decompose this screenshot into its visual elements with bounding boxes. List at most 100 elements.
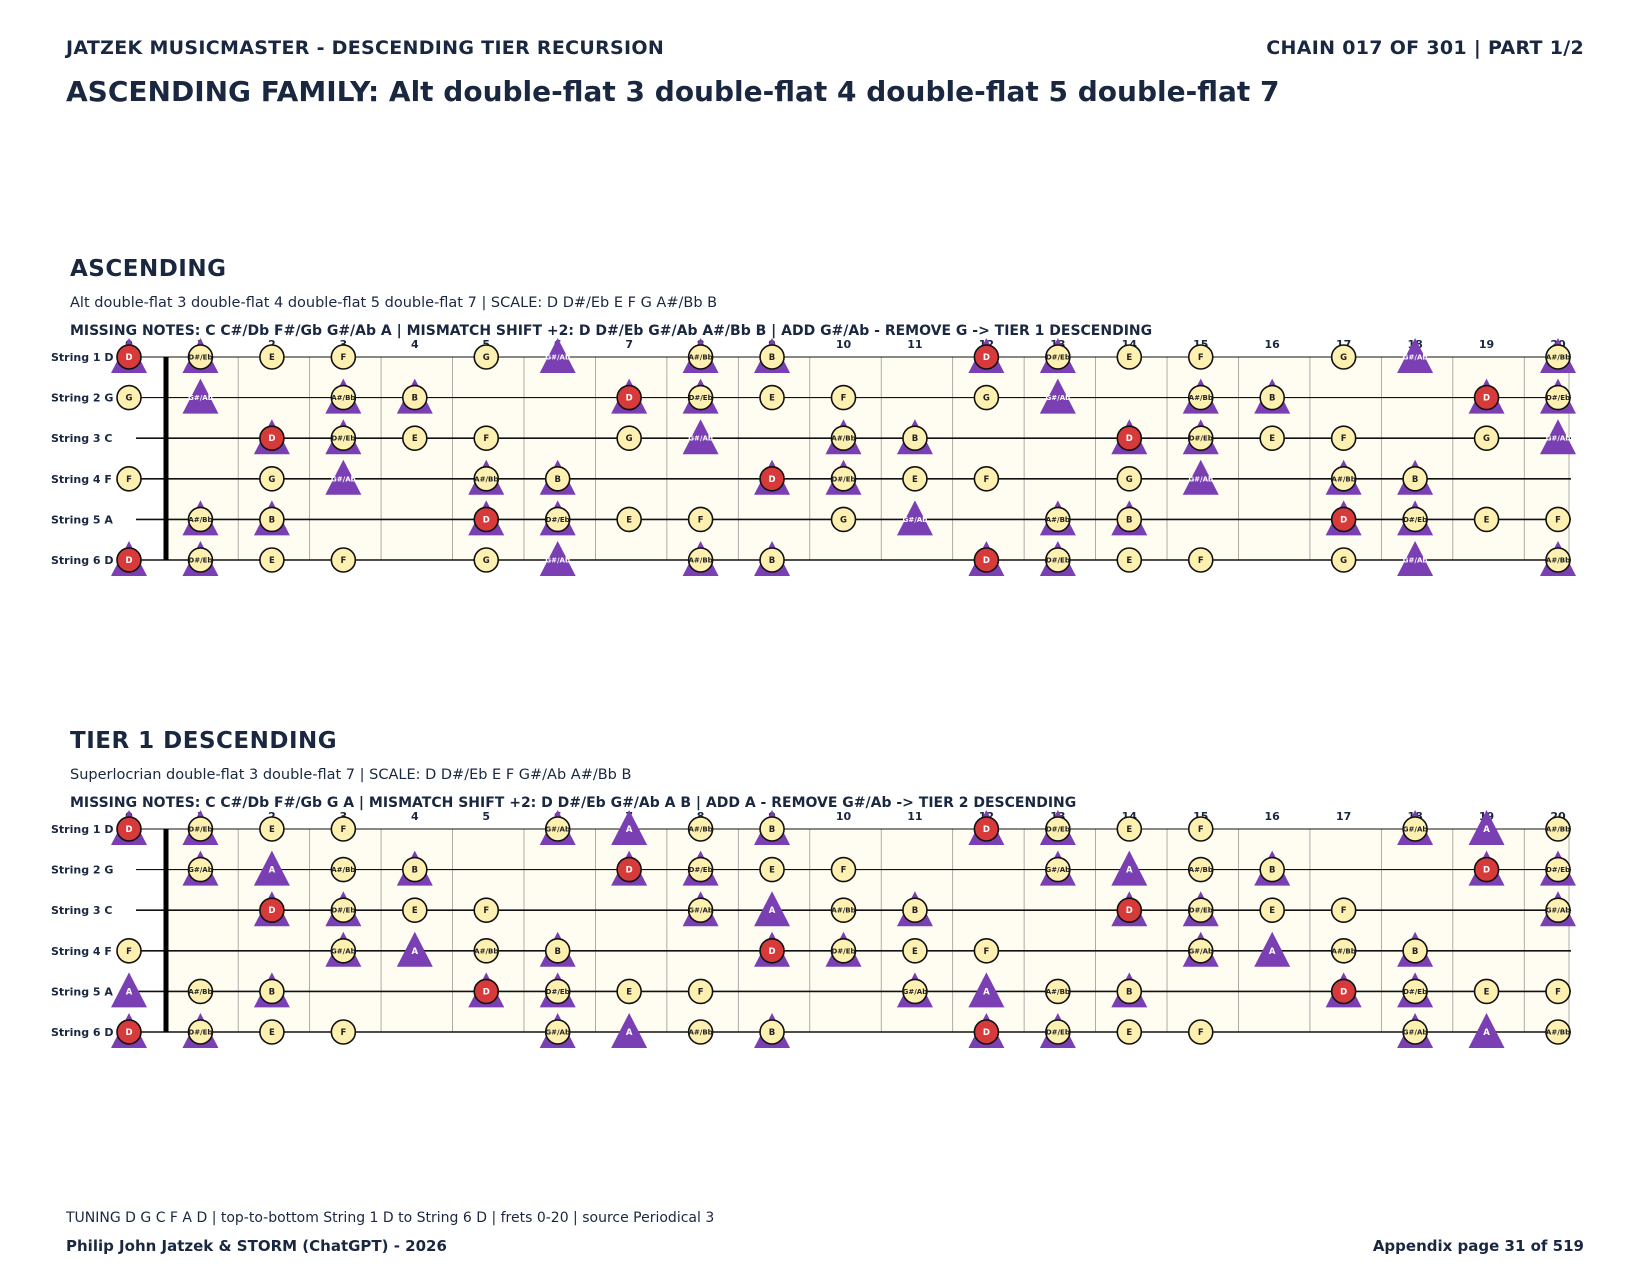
note-label: D#/Eb [331,907,355,915]
scale-note-marker [687,344,714,370]
note-label: G#/Ab [1546,435,1571,443]
note-label: D [1340,515,1347,525]
note-label: E [1269,434,1275,444]
scale-note-marker [330,816,357,842]
note-label: D [1483,866,1490,876]
note-label: A#/Bb [1332,475,1356,483]
scale-note-marker [187,1019,214,1045]
mismatch-triangle [896,500,933,536]
scale-note-marker [330,344,357,370]
note-label: D [483,987,490,997]
mismatch-triangle [968,972,1005,1008]
scale-note-marker [259,344,285,370]
scale-note-marker [1187,547,1214,573]
scale-note-marker [1045,506,1071,533]
root-note-marker [973,1019,1000,1045]
note-label: E [1484,987,1490,997]
note-label: G#/Ab [903,516,928,524]
note-label: D#/Eb [1189,435,1213,443]
note-label: D#/Eb [689,394,713,402]
scale-note-marker [830,506,857,533]
note-label: G#/Ab [688,907,713,915]
scale-note-marker [259,547,285,573]
note-label: A [626,1028,633,1038]
scale-note-marker [687,384,714,411]
note-label: D#/Eb [1403,988,1427,996]
note-label: A [1269,947,1276,957]
note-label: G#/Ab [1546,907,1571,915]
scale-note-marker [1045,547,1071,573]
string-label: String 6 D [51,554,114,567]
mismatch-triangle [111,972,147,1008]
string-label: String 2 G [51,392,113,405]
note-label: G#/Ab [1403,557,1428,565]
note-label: A [769,906,776,916]
note-label: D [983,1028,990,1038]
scale-note-marker [1402,1019,1428,1045]
scale-note-marker [830,938,857,964]
root-note-marker [973,547,1000,573]
scale-note-marker [1473,978,1500,1005]
scale-note-marker [1330,547,1357,573]
scale-note-marker [259,1019,285,1045]
note-label: G [983,394,990,404]
mismatch-triangle [1540,419,1576,455]
scale-note-marker [1330,344,1357,370]
note-label: B [1269,394,1275,404]
scale-note-marker [902,938,928,964]
scale-note-marker [1045,344,1071,370]
footer-credit: Philip John Jatzek & STORM (ChatGPT) - 2… [66,1237,447,1255]
note-label: A#/Bb [331,394,355,402]
note-label: B [1126,987,1132,997]
note-label: F [1198,825,1204,835]
scale-note-marker [1187,384,1214,411]
note-label: D [983,556,990,566]
scale-note-marker [1116,466,1143,492]
mismatch-triangle [182,378,219,414]
scale-note-marker [187,856,214,883]
note-label: E [1269,906,1275,916]
note-label: D#/Eb [831,475,855,483]
scale-note-marker [1545,816,1571,842]
note-label: B [1412,947,1418,957]
scale-note-marker [401,897,428,923]
mismatch-triangle [1039,378,1076,414]
scale-note-marker [830,466,857,492]
scale-note-marker [1259,384,1285,411]
scale-note-marker [259,978,285,1005]
note-label: A#/Bb [1546,826,1570,834]
string-label: String 6 D [51,1026,114,1039]
scale-note-marker [330,1019,357,1045]
note-label: D [983,825,990,835]
scale-note-marker [1402,506,1428,533]
scale-note-marker [1045,816,1071,842]
note-label: D [125,1028,132,1038]
scale-note-marker [116,384,142,411]
note-label: G [268,475,275,485]
root-note-marker [259,425,285,451]
note-label: A#/Bb [831,435,855,443]
note-label: E [769,866,775,876]
scale-note-marker [687,506,714,533]
root-note-marker [759,466,785,492]
string-label: String 3 C [51,432,112,445]
mismatch-triangle [1397,541,1434,576]
root-note-marker [1330,506,1357,533]
note-label: F [1341,906,1347,916]
scale-note-marker [1473,425,1500,451]
scale-note-marker [1116,506,1143,533]
string-label: String 4 F [51,945,112,958]
note-label: E [269,825,275,835]
scale-note-marker [902,897,928,923]
scale-note-marker [116,938,142,964]
scale-note-marker [187,506,214,533]
footer-tuning: TUNING D G C F A D | top-to-bottom Strin… [66,1210,715,1226]
scale-note-marker [1545,897,1571,923]
section-subtitle-tier1: Superlocrian double-flat 3 double-flat 7… [70,767,632,783]
note-label: D#/Eb [1046,826,1070,834]
scale-note-marker [330,938,357,964]
note-label: D [1340,987,1347,997]
note-label: G#/Ab [1188,947,1213,955]
note-label: B [269,515,275,525]
fret-number: 7 [625,338,633,351]
